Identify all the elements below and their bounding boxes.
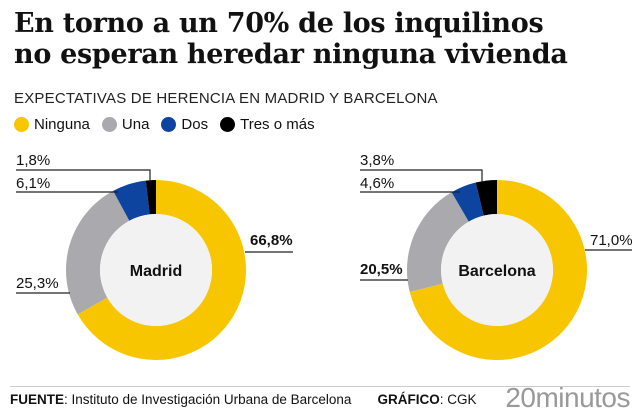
center-label: Madrid xyxy=(130,263,182,280)
donut-slice-tres-o-más xyxy=(145,180,156,215)
legend-swatch xyxy=(101,117,117,132)
data-label: 1,8% xyxy=(16,152,50,169)
chart-title: En torno a un 70% de los inquilinos no es… xyxy=(14,8,568,70)
legend-item: Dos xyxy=(161,116,208,133)
chart-subtitle: EXPECTATIVAS DE HERENCIA EN MADRID Y BAR… xyxy=(14,90,438,107)
legend-item: Tres o más xyxy=(220,116,315,133)
leader-line xyxy=(360,169,483,182)
legend-swatch xyxy=(161,117,177,132)
donut-slice-tres-o-más xyxy=(475,180,497,216)
legend: Ninguna Una Dos Tres o más xyxy=(14,116,315,133)
footer: FUENTE: Instituto de Investigación Urban… xyxy=(10,392,477,407)
data-label: 3,8% xyxy=(360,152,394,169)
data-label: 4,6% xyxy=(360,175,394,192)
data-label: 6,1% xyxy=(16,175,50,192)
leader-line xyxy=(16,169,151,182)
data-label: 20,5% xyxy=(360,261,403,278)
legend-item: Ninguna xyxy=(14,116,90,133)
divider xyxy=(10,386,630,387)
center-label: Barcelona xyxy=(458,263,535,280)
legend-swatch xyxy=(220,117,236,132)
donut-slice-una xyxy=(66,190,130,315)
donut-center xyxy=(441,214,553,326)
donut-center xyxy=(100,214,212,326)
donut-slice-ninguna xyxy=(77,180,247,360)
donut-slice-una xyxy=(406,192,469,292)
data-label: 66,8% xyxy=(250,232,293,249)
logo: 20minutos xyxy=(505,382,630,413)
data-label: 71,0% xyxy=(590,232,633,249)
legend-item: Una xyxy=(101,116,149,133)
donut-slice-dos xyxy=(113,180,150,221)
legend-swatch xyxy=(14,117,29,132)
donut-slice-ninguna xyxy=(409,180,587,360)
data-label: 25,3% xyxy=(16,275,59,292)
